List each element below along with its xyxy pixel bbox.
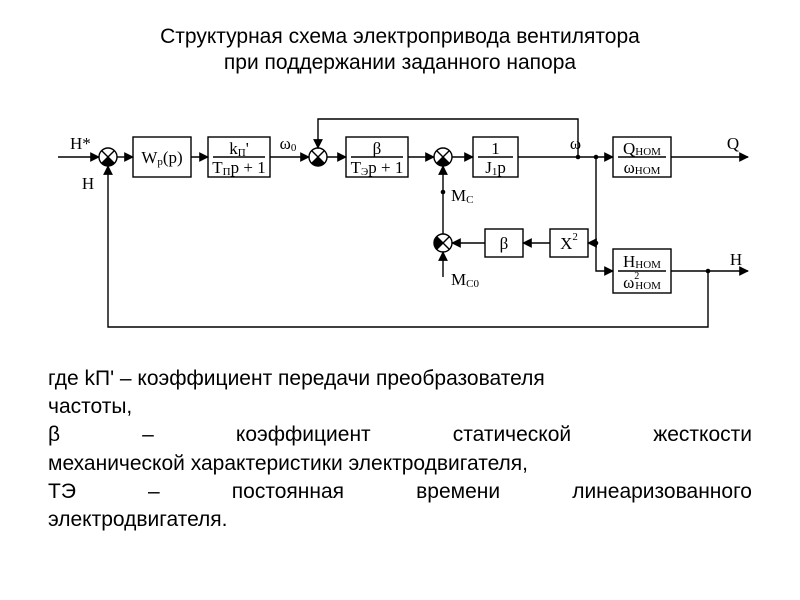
svg-text:QНОМ: QНОМ bbox=[623, 138, 661, 158]
legend-line-1: где kП' – коэффициент передачи преобразо… bbox=[48, 367, 545, 390]
svg-text:kП': kП' bbox=[229, 138, 249, 159]
svg-text:H*: H* bbox=[70, 133, 91, 152]
title-line-2: при поддержании заданного напора bbox=[224, 51, 576, 74]
svg-text:ω: ω bbox=[570, 133, 581, 152]
title-line-1: Структурная схема электропривода вентиля… bbox=[160, 25, 640, 48]
svg-text:TЭp + 1: TЭp + 1 bbox=[351, 157, 404, 178]
svg-text:TПp + 1: TПp + 1 bbox=[212, 157, 265, 178]
svg-text:J1p: J1p bbox=[485, 157, 506, 178]
svg-text:ω0: ω0 bbox=[280, 133, 297, 154]
legend-line-6: электродвигателя. bbox=[48, 508, 228, 531]
svg-text:H: H bbox=[82, 173, 94, 192]
legend-line-2: частоты, bbox=[48, 395, 132, 418]
svg-text:X2: X2 bbox=[560, 231, 578, 253]
svg-text:H: H bbox=[730, 249, 742, 268]
svg-text:ωНОМ: ωНОМ bbox=[624, 157, 661, 177]
svg-text:HНОМ: HНОМ bbox=[623, 251, 661, 271]
svg-text:1: 1 bbox=[491, 138, 500, 157]
legend-line-4: механической характеристики электродвига… bbox=[48, 452, 528, 475]
page-title: Структурная схема электропривода вентиля… bbox=[48, 24, 752, 77]
svg-text:Wp(p): Wp(p) bbox=[141, 147, 182, 168]
svg-text:β: β bbox=[500, 233, 509, 252]
svg-text:MC: MC bbox=[451, 185, 473, 206]
legend-text: где kП' – коэффициент передачи преобразо… bbox=[48, 365, 752, 535]
block-diagram: Wp(p)kП'TПp + 1βTЭp + 11J1pQНОМωНОМβX2HН… bbox=[48, 95, 768, 345]
svg-text:Q: Q bbox=[727, 133, 739, 152]
svg-text:MC0: MC0 bbox=[451, 269, 479, 290]
svg-text:β: β bbox=[373, 138, 382, 157]
svg-text:ω2НОМ: ω2НОМ bbox=[623, 270, 661, 292]
